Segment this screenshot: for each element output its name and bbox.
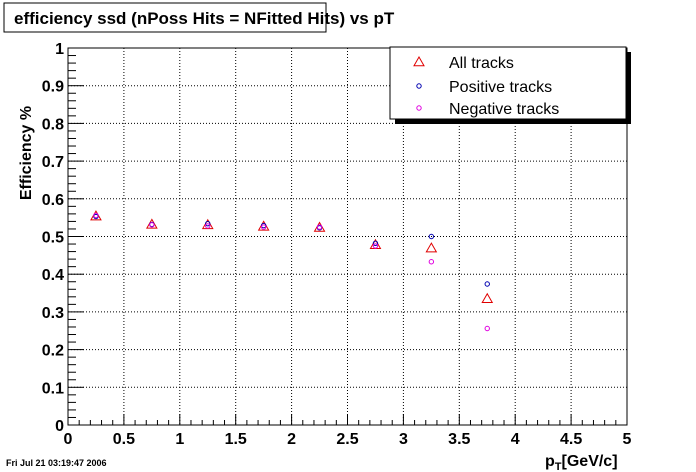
positive-tracks-point [428, 233, 435, 240]
negative-tracks-point [484, 325, 490, 332]
legend-label-all-tracks: All tracks [449, 55, 514, 72]
x-tick-label: 0.5 [113, 431, 135, 448]
negative-tracks-point [428, 259, 435, 265]
x-tick-label: 3 [399, 431, 408, 448]
x-axis-label-main: p [545, 453, 555, 470]
y-tick-label: 0.2 [42, 343, 64, 360]
positive-tracks-point [484, 281, 490, 287]
x-axis-label: pT[GeV/c] [545, 453, 618, 472]
x-tick-label: 2.5 [336, 431, 358, 448]
y-tick-label: 0.3 [42, 305, 64, 322]
y-tick-label: 0.9 [42, 79, 64, 96]
y-tick-label: 0 [55, 418, 64, 435]
y-tick-label: 0.6 [42, 192, 64, 209]
positive-tracks-point [372, 240, 379, 246]
negative-tracks-point [205, 223, 211, 229]
data-marks [90, 210, 494, 332]
y-axis-label: Efficiency % [18, 106, 35, 200]
negative-tracks-point [93, 212, 99, 219]
x-tick-label: 1 [175, 431, 184, 448]
all-tracks-point [481, 292, 494, 303]
title-box [3, 2, 327, 33]
x-axis-label-subscript: T [555, 461, 562, 472]
negative-tracks-point [260, 224, 267, 230]
x-tick-label: 5 [623, 431, 632, 448]
all-tracks-point [425, 242, 438, 253]
timestamp: Fri Jul 21 03:19:47 2006 [6, 458, 107, 468]
x-tick-label: 4 [511, 431, 520, 448]
legend-label-positive-tracks: Positive tracks [449, 79, 552, 96]
x-tick-label: 2 [287, 431, 296, 448]
axes: 0 0.5 1 1.5 2 2.5 3 3.5 4 4.5 5 0 0.1 0.2 0.3 0.4 0.5 0.6… [42, 41, 632, 448]
y-tick-label: 0.8 [42, 116, 64, 133]
y-tick-label: 0.4 [42, 267, 64, 284]
y-tick-label: 0.5 [42, 230, 64, 247]
legend-marker-all-tracks [413, 55, 425, 67]
x-tick-label: 3.5 [448, 431, 470, 448]
legend-marker-negative-tracks [416, 105, 422, 111]
negative-tracks-point [372, 243, 379, 249]
y-tick-label: 1 [55, 41, 64, 58]
legend-label-negative-tracks: Negative tracks [449, 101, 559, 118]
negative-tracks-point [149, 222, 155, 228]
x-axis-label-units: [GeV/c] [562, 453, 618, 470]
legend-entries: All tracks Positive tracks Negative tracks [413, 55, 559, 118]
y-tick-label: 0.7 [42, 154, 64, 171]
y-tick-label: 0.1 [42, 380, 64, 397]
x-tick-label: 4.5 [560, 431, 582, 448]
x-tick-label: 0 [64, 431, 73, 448]
positive-tracks-point [205, 220, 211, 227]
legend: All tracks Positive tracks Negative tracks [389, 46, 631, 124]
negative-tracks-point [316, 224, 323, 230]
legend-box [389, 46, 627, 120]
chart-title: efficiency ssd (nPoss Hits = NFitted Hit… [14, 9, 395, 28]
x-tick-label: 1.5 [225, 431, 247, 448]
legend-marker-positive-tracks [416, 83, 422, 89]
